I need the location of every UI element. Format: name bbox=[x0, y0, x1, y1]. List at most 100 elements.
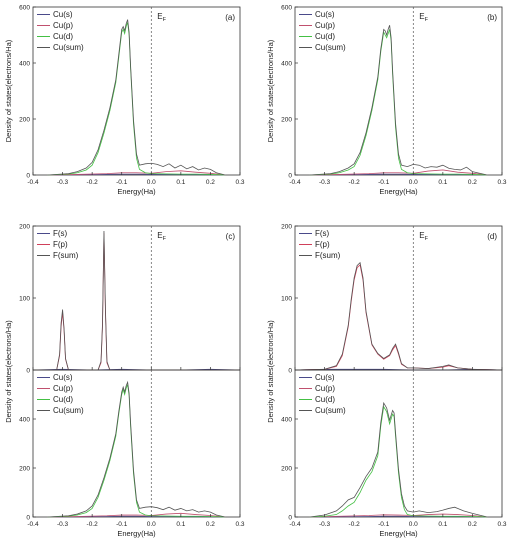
y-tick-label: 0 bbox=[288, 367, 292, 374]
x-axis-title: Energy(Ha) bbox=[117, 529, 156, 538]
fermi-label-subscript: F bbox=[163, 17, 167, 23]
x-tick-label: -0.1 bbox=[378, 179, 390, 186]
x-tick-label: 0.3 bbox=[497, 179, 506, 186]
y-tick-label: 100 bbox=[19, 295, 30, 302]
legend-label: Cu(p) bbox=[315, 21, 335, 30]
x-tick-label: 0.1 bbox=[176, 521, 185, 528]
x-tick-label: -0.4 bbox=[27, 521, 39, 528]
y-tick-label: 200 bbox=[281, 116, 292, 123]
panel-label: (c) bbox=[226, 232, 236, 241]
chart-panel: 0 200 400 -0.4 -0.3 -0.2 -0.1 0.0 0.1 0.2 0.3 Energ… bbox=[266, 320, 507, 538]
y-tick-label: 400 bbox=[19, 60, 30, 67]
legend-label: Cu(p) bbox=[315, 384, 335, 393]
x-tick-label: 0.2 bbox=[206, 521, 215, 528]
y-tick-label: 0 bbox=[288, 514, 292, 521]
legend-label: Cu(s) bbox=[315, 10, 335, 19]
legend-label: F(sum) bbox=[315, 251, 341, 260]
y-tick-label: 400 bbox=[281, 416, 292, 423]
legend-label: Cu(sum) bbox=[53, 406, 84, 415]
series-line-cusum bbox=[47, 380, 226, 518]
fermi-label: EF bbox=[419, 231, 428, 242]
plot-frame bbox=[32, 369, 241, 518]
plot-frame bbox=[32, 6, 241, 176]
x-tick-label: 0.2 bbox=[468, 179, 477, 186]
panel-label: (a) bbox=[225, 13, 235, 22]
chart-panel: 0 100 200 F(s) F(p) F(sum) EF (d) bbox=[281, 223, 503, 374]
series-line-cusum bbox=[309, 25, 488, 176]
x-tick-label: 0.3 bbox=[497, 521, 506, 528]
series-line-cud bbox=[47, 383, 226, 518]
panel-label: (b) bbox=[487, 13, 497, 22]
fermi-label: EF bbox=[157, 231, 166, 242]
series-line-cusum bbox=[47, 19, 226, 176]
legend-label: Cu(d) bbox=[315, 395, 335, 404]
y-tick-label: 200 bbox=[19, 223, 30, 230]
fermi-label-subscript: F bbox=[163, 236, 167, 242]
legend-label: Cu(s) bbox=[315, 373, 335, 382]
panel-label: (d) bbox=[487, 232, 497, 241]
y-tick-label: 200 bbox=[281, 223, 292, 230]
x-tick-label: 0.3 bbox=[235, 179, 244, 186]
series-line-fsum bbox=[294, 261, 503, 371]
y-tick-label: 0 bbox=[288, 172, 292, 179]
legend-label: Cu(p) bbox=[53, 384, 73, 393]
series-line-cud bbox=[309, 405, 488, 518]
series-line-cusum bbox=[309, 401, 488, 518]
y-axis-title: Density of states(electrons/Ha) bbox=[4, 39, 13, 142]
y-tick-label: 200 bbox=[19, 465, 30, 472]
x-tick-label: -0.2 bbox=[349, 179, 361, 186]
x-tick-label: 0.2 bbox=[206, 179, 215, 186]
fermi-label: EF bbox=[419, 12, 428, 23]
legend-label: F(s) bbox=[53, 229, 68, 238]
x-axis-title: Energy(Ha) bbox=[117, 187, 156, 196]
x-tick-label: -0.4 bbox=[27, 179, 39, 186]
y-tick-label: 600 bbox=[281, 4, 292, 11]
x-tick-label: -0.2 bbox=[349, 521, 361, 528]
y-axis-title: Density of states(electrons/Ha) bbox=[266, 320, 275, 423]
plot-frame bbox=[294, 6, 503, 176]
y-tick-label: 400 bbox=[19, 416, 30, 423]
y-tick-label: 400 bbox=[281, 60, 292, 67]
x-tick-label: 0.1 bbox=[438, 179, 447, 186]
x-tick-label: -0.2 bbox=[87, 521, 99, 528]
chart-panel: 0 100 200 F(s) F(p) F(sum) EF (c) bbox=[19, 223, 241, 374]
x-tick-label: -0.3 bbox=[319, 521, 331, 528]
x-tick-label: -0.1 bbox=[116, 179, 128, 186]
legend-label: F(s) bbox=[315, 229, 330, 238]
x-tick-label: -0.2 bbox=[87, 179, 99, 186]
x-tick-label: -0.3 bbox=[57, 521, 69, 528]
x-tick-label: 0.1 bbox=[176, 179, 185, 186]
legend-label: Cu(sum) bbox=[53, 43, 84, 52]
x-tick-label: -0.1 bbox=[116, 521, 128, 528]
x-tick-label: 0.3 bbox=[235, 521, 244, 528]
y-tick-label: 0 bbox=[26, 367, 30, 374]
legend-label: F(p) bbox=[53, 240, 68, 249]
x-tick-label: -0.1 bbox=[378, 521, 390, 528]
legend-label: F(sum) bbox=[53, 251, 79, 260]
x-tick-label: 0.0 bbox=[409, 521, 418, 528]
x-tick-label: 0.2 bbox=[468, 521, 477, 528]
y-tick-label: 0 bbox=[26, 514, 30, 521]
fermi-label-subscript: F bbox=[425, 17, 429, 23]
x-axis-title: Energy(Ha) bbox=[379, 187, 418, 196]
fermi-label-subscript: F bbox=[425, 236, 429, 242]
y-axis-title: Density of states(electrons/Ha) bbox=[266, 39, 275, 142]
x-tick-label: -0.3 bbox=[319, 179, 331, 186]
chart-panel: 0 200 400 600 -0.4 -0.3 -0.2 -0.1 0.0 0.1 0.2 0.3 En… bbox=[4, 4, 245, 196]
legend-label: F(p) bbox=[315, 240, 330, 249]
chart-panel: 0 200 400 -0.4 -0.3 -0.2 -0.1 0.0 0.1 0.2 0.3 Energ… bbox=[4, 320, 245, 538]
legend-label: Cu(d) bbox=[53, 395, 73, 404]
plot-frame bbox=[294, 369, 503, 518]
y-tick-label: 200 bbox=[281, 465, 292, 472]
x-tick-label: 0.1 bbox=[438, 521, 447, 528]
series-line-cud bbox=[309, 29, 488, 176]
fermi-label: EF bbox=[157, 12, 166, 23]
x-tick-label: -0.3 bbox=[57, 179, 69, 186]
legend-label: Cu(sum) bbox=[315, 406, 346, 415]
legend-label: Cu(s) bbox=[53, 10, 73, 19]
x-tick-label: 0.0 bbox=[147, 521, 156, 528]
y-tick-label: 200 bbox=[19, 116, 30, 123]
legend-label: Cu(sum) bbox=[315, 43, 346, 52]
y-tick-label: 600 bbox=[19, 4, 30, 11]
